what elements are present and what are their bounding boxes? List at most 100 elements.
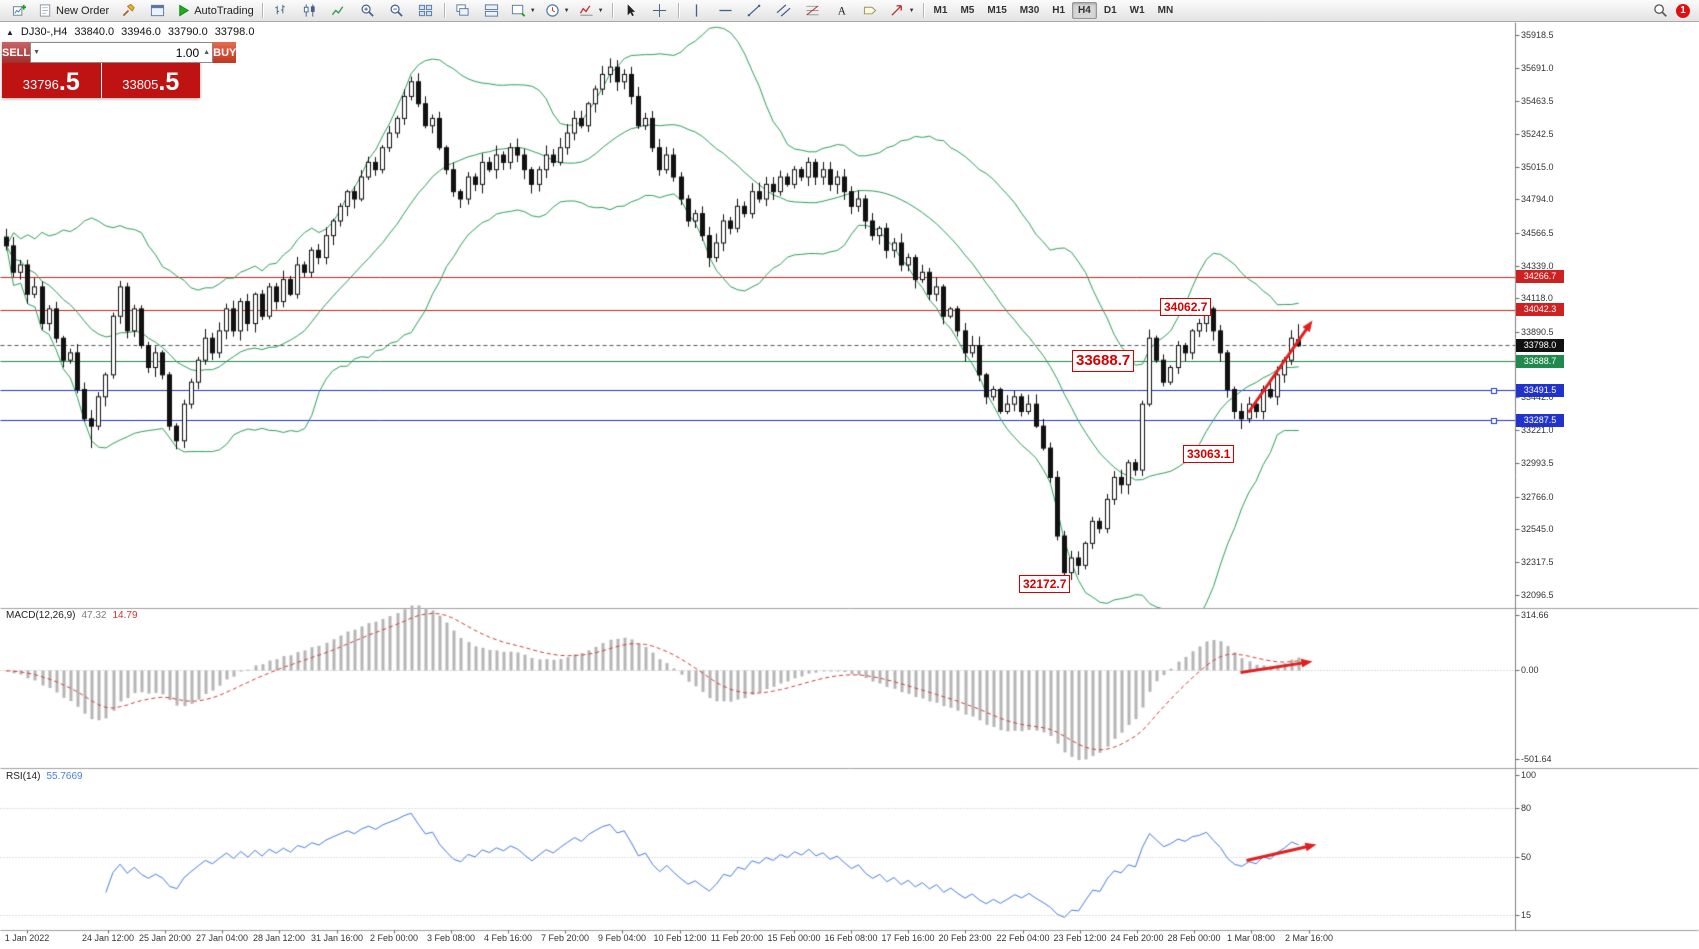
ohlc-close: 33798.0 <box>214 26 255 38</box>
text-tool-button[interactable]: A <box>828 1 856 21</box>
trendline-tool-button[interactable] <box>741 1 769 21</box>
indicators-button[interactable]: ▼ <box>575 1 608 21</box>
cascade-windows-icon <box>456 4 469 16</box>
notification-badge[interactable]: 1 <box>1676 3 1690 18</box>
channel-tool-button[interactable] <box>770 1 798 21</box>
line-chart-icon <box>332 6 344 16</box>
sell-price-panel[interactable]: 33796 .5 <box>2 63 101 98</box>
text-icon: A <box>838 5 847 17</box>
macd-axis-label: 0.00 <box>1521 665 1539 676</box>
rsi-axis-label: 100 <box>1521 770 1537 781</box>
time-axis-label: 3 Feb 08:00 <box>426 933 476 943</box>
timeframe-button-m30[interactable]: M30 <box>1019 5 1040 16</box>
order-ticket-icon <box>39 4 51 17</box>
label-tool-button[interactable] <box>857 1 885 21</box>
time-axis-label: 10 Feb 12:00 <box>653 933 707 943</box>
timeframe-button-d1[interactable]: D1 <box>1103 5 1117 16</box>
autotrading-play-icon <box>179 4 190 17</box>
rsi-title: RSI(14) <box>6 771 41 782</box>
timeframe-button-m15[interactable]: M15 <box>987 5 1007 16</box>
timeframe-button-h4[interactable]: H4 <box>1072 2 1097 19</box>
price-annotation[interactable]: 32172.7 <box>1019 575 1071 593</box>
search-icon[interactable] <box>1653 3 1668 18</box>
volume-input[interactable] <box>42 45 202 60</box>
new-chart-icon <box>12 4 26 16</box>
horizontal-line-icon <box>719 9 732 12</box>
bar-chart-mode-button[interactable] <box>267 1 295 21</box>
terminal-button[interactable] <box>143 1 171 21</box>
symbol-direction-icon: ▲ <box>6 28 14 37</box>
candlestick-mode-button[interactable] <box>296 1 324 21</box>
price-axis-label: 35242.5 <box>1521 128 1554 139</box>
ohlc-open: 33840.0 <box>74 26 115 38</box>
crosshair-tool-button[interactable] <box>646 1 674 21</box>
timeframe-button-mn[interactable]: MN <box>1157 5 1174 16</box>
price-axis-label: 35691.0 <box>1521 62 1554 73</box>
periods-button[interactable]: ▼ <box>541 1 574 21</box>
arrange-windows-button[interactable] <box>478 1 506 21</box>
label-tag-icon <box>864 6 877 15</box>
cursor-tool-button[interactable] <box>617 1 645 21</box>
macd-main-value: 47.32 <box>81 610 107 621</box>
time-axis-label: 1 Jan 2022 <box>4 933 50 943</box>
cascade-windows-button[interactable] <box>449 1 477 21</box>
sell-price-main: 33796 <box>22 77 59 92</box>
time-axis-label: 9 Feb 04:00 <box>597 933 647 943</box>
arrange-windows-icon <box>485 4 499 17</box>
macd-axis-label: 314.66 <box>1521 609 1549 620</box>
timeframe-group: M1 M5 M15 M30 H1 H4 D1 W1 MN <box>928 2 1180 19</box>
fibonacci-tool-button[interactable] <box>799 1 827 21</box>
ohlc-high: 33946.0 <box>121 26 161 38</box>
rsi-axis-label: 15 <box>1521 909 1532 920</box>
templates-icon <box>511 4 525 17</box>
price-annotation[interactable]: 34062.7 <box>1160 298 1212 316</box>
time-axis-label: 17 Feb 16:00 <box>881 933 935 943</box>
price-axis-label: 32766.0 <box>1521 491 1554 502</box>
zoom-out-icon <box>390 4 403 17</box>
timeframe-button-w1[interactable]: W1 <box>1129 5 1145 16</box>
buy-button[interactable]: BUY <box>213 42 237 63</box>
tile-windows-button[interactable] <box>412 1 440 21</box>
zoom-in-button[interactable] <box>354 1 382 21</box>
sell-button[interactable]: SELL <box>2 42 31 63</box>
zoom-out-button[interactable] <box>383 1 411 21</box>
volume-box: ▼ ▲ <box>30 42 214 63</box>
line-chart-mode-button[interactable] <box>325 1 353 21</box>
new-chart-button[interactable] <box>5 1 33 21</box>
arrow-tool-icon <box>890 5 902 16</box>
buy-price-panel[interactable]: 33805 .5 <box>101 63 200 98</box>
vertical-line-tool-button[interactable] <box>683 1 711 21</box>
price-axis-label: 32993.5 <box>1521 458 1554 469</box>
arrows-tool-button[interactable]: ▼ <box>886 1 919 21</box>
toolbar-separator <box>677 3 679 18</box>
dropdown-caret-icon: ▼ <box>529 7 536 14</box>
rsi-axis-label: 80 <box>1521 803 1532 814</box>
price-axis-label: 34566.5 <box>1521 227 1554 238</box>
timeframe-button-m5[interactable]: M5 <box>960 5 975 16</box>
price-annotation[interactable]: 33688.7 <box>1072 350 1135 372</box>
buy-price-fraction: .5 <box>158 68 180 96</box>
price-axis-label: 33442.0 <box>1521 392 1554 403</box>
time-axis-label: 16 Feb 08:00 <box>824 933 878 943</box>
horizontal-line-tool-button[interactable] <box>712 1 740 21</box>
volume-down-button[interactable]: ▼ <box>33 49 41 56</box>
bars-chart-icon <box>275 4 285 15</box>
timeframe-button-m1[interactable]: M1 <box>933 5 948 16</box>
price-annotation[interactable]: 33063.1 <box>1183 445 1235 463</box>
timeframe-button-h1[interactable]: H1 <box>1052 5 1066 16</box>
candlestick-chart-icon <box>304 4 315 17</box>
metaeditor-button[interactable] <box>114 1 142 21</box>
price-level-tag: 34266.7 <box>1516 270 1564 284</box>
volume-up-button[interactable]: ▲ <box>203 49 211 56</box>
price-level-tag: 34042.3 <box>1516 303 1564 317</box>
new-order-button[interactable]: New Order <box>34 1 113 21</box>
buy-price-main: 33805 <box>122 77 159 92</box>
autotrading-button[interactable]: AutoTrading <box>172 1 258 21</box>
dropdown-caret-icon: ▼ <box>597 7 604 14</box>
time-axis-label: 7 Feb 20:00 <box>540 933 590 943</box>
dropdown-caret-icon: ▼ <box>908 7 915 14</box>
rsi-panel-title: RSI(14) 55.7669 <box>6 771 83 782</box>
templates-button[interactable]: ▼ <box>507 1 540 21</box>
